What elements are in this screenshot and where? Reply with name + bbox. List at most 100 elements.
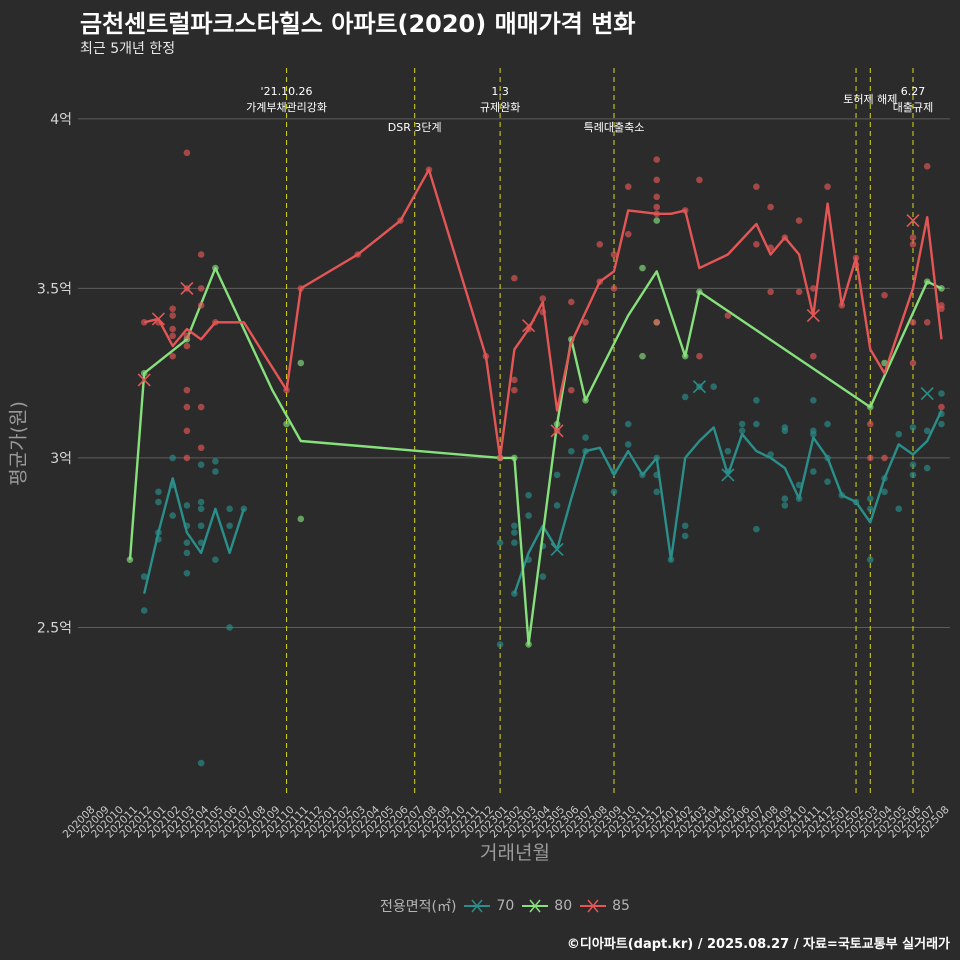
- data-point-70: [881, 488, 888, 496]
- data-point-85: [696, 176, 703, 184]
- data-point-85: [767, 203, 774, 211]
- series-line-70: [143, 477, 246, 594]
- event-label: 가계부채관리강화: [246, 101, 327, 114]
- data-point-70: [895, 430, 903, 438]
- data-point-70: [753, 420, 760, 428]
- data-point-85: [923, 163, 931, 170]
- data-point-70: [909, 424, 917, 431]
- legend-key-80-icon: [522, 899, 549, 913]
- x-marker-85: [137, 373, 151, 387]
- data-point-80: [639, 264, 646, 272]
- data-point-85: [183, 386, 191, 394]
- data-point-70: [511, 539, 518, 546]
- data-point-85: [923, 319, 931, 326]
- event-label: 대출규제: [893, 101, 933, 114]
- data-point-70: [810, 396, 817, 404]
- y-tick-label: 4억: [50, 112, 72, 128]
- data-point-85: [653, 203, 661, 211]
- x-marker-85: [151, 312, 166, 326]
- data-point-80: [653, 217, 661, 224]
- legend-key-85-icon: [580, 899, 607, 913]
- data-point-70: [226, 624, 233, 631]
- data-point-85: [624, 183, 632, 190]
- data-point-85: [909, 319, 917, 326]
- legend-item-80: 80: [522, 898, 572, 914]
- data-point-70: [781, 427, 789, 435]
- legend-item-85: 85: [580, 898, 630, 914]
- x-axis-label: 거래년월: [480, 842, 550, 864]
- data-point-70: [197, 505, 205, 513]
- data-point-70: [753, 396, 760, 404]
- data-point-70: [539, 573, 547, 580]
- legend-label-85: 85: [612, 898, 630, 914]
- data-point-70: [866, 556, 874, 563]
- legend-title: 전용면적(㎡): [380, 899, 457, 915]
- data-point-80: [297, 359, 305, 367]
- data-point-85: [511, 386, 518, 394]
- data-point-70: [923, 427, 931, 435]
- data-point-70: [140, 607, 148, 614]
- data-point-70: [781, 502, 789, 509]
- data-point-85: [881, 454, 888, 462]
- data-point-85: [183, 149, 191, 157]
- event-label: 토허제 해제: [843, 92, 897, 106]
- data-point-85: [183, 332, 191, 340]
- event-label: DSR 3단계: [388, 121, 442, 134]
- data-point-85: [511, 376, 518, 384]
- x-marker-70: [721, 468, 735, 482]
- legend-label-70: 70: [496, 898, 515, 914]
- data-point-85: [624, 230, 632, 238]
- chart-title: 금천센트럴파크스타힐스 아파트(2020) 매매가격 변화: [80, 10, 636, 38]
- data-point-85: [866, 454, 874, 462]
- data-point-70: [212, 458, 219, 465]
- data-point-70: [568, 447, 575, 455]
- series-line-70: [513, 409, 943, 594]
- data-point-70: [810, 468, 817, 475]
- data-point-70: [197, 498, 205, 506]
- data-point-85: [183, 427, 191, 435]
- data-point-80: [639, 352, 646, 360]
- data-point-70: [183, 569, 191, 577]
- data-point-85: [197, 302, 205, 309]
- data-point-85: [511, 274, 518, 282]
- data-point-85: [568, 386, 575, 394]
- data-point-85: [169, 352, 176, 360]
- data-point-70: [155, 488, 162, 496]
- data-point-85: [197, 444, 205, 452]
- data-point-70: [197, 522, 205, 530]
- data-point-70: [681, 393, 689, 401]
- data-point-70: [909, 461, 917, 469]
- y-tick-label: 3.5억: [37, 281, 72, 297]
- data-point-70: [169, 454, 176, 462]
- legend-key-70-icon: [464, 899, 491, 913]
- data-point-70: [681, 522, 689, 530]
- event-label: 6.27: [901, 85, 926, 98]
- data-point-85: [653, 319, 661, 326]
- data-point-70: [938, 420, 945, 428]
- data-point-85: [696, 352, 703, 360]
- x-marker-70: [920, 386, 934, 401]
- data-point-70: [724, 447, 732, 455]
- y-tick-label: 2.5억: [37, 620, 72, 636]
- data-point-70: [895, 505, 903, 513]
- data-point-70: [866, 505, 874, 513]
- event-label: '21.10.26: [261, 85, 313, 98]
- data-point-70: [496, 641, 504, 648]
- data-point-70: [824, 478, 831, 485]
- data-point-85: [909, 359, 917, 367]
- data-point-85: [610, 251, 618, 258]
- data-point-85: [938, 403, 945, 411]
- data-point-70: [624, 420, 632, 428]
- legend-label-80: 80: [554, 898, 573, 914]
- data-point-70: [909, 471, 917, 479]
- data-point-85: [909, 241, 917, 248]
- data-point-85: [183, 454, 191, 462]
- data-point-85: [653, 193, 661, 201]
- legend: 전용면적(㎡) 70 80 85: [380, 896, 638, 916]
- data-point-70: [183, 549, 191, 557]
- data-point-70: [866, 495, 874, 502]
- data-point-70: [525, 512, 532, 519]
- data-point-85: [197, 251, 205, 258]
- data-point-85: [810, 285, 817, 292]
